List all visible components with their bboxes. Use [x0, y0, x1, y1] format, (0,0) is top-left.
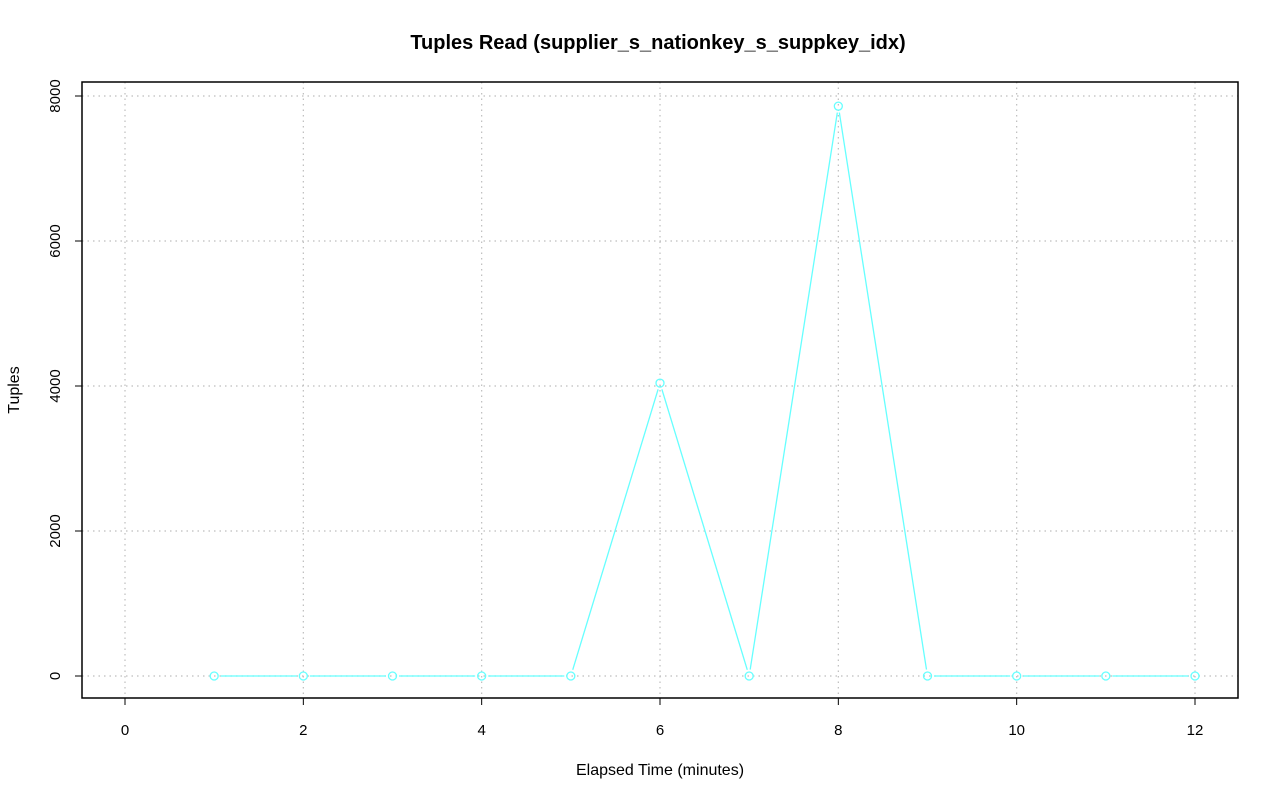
grid: [82, 82, 1238, 698]
x-axis-label: Elapsed Time (minutes): [576, 762, 744, 779]
data-point: [477, 671, 487, 681]
y-tick-label: 6000: [47, 224, 64, 257]
x-tick-label: 8: [834, 722, 842, 739]
chart-title: Tuples Read (supplier_s_nationkey_s_supp…: [410, 32, 905, 54]
y-tick-label: 0: [47, 672, 64, 680]
data-point: [833, 101, 843, 111]
x-tick-label: 10: [1008, 722, 1025, 739]
x-tick-label: 6: [656, 722, 664, 739]
x-tick-label: 0: [121, 722, 129, 739]
series-line-segment: [661, 389, 748, 670]
data-point: [1190, 671, 1200, 681]
data-point: [655, 378, 665, 388]
data-point: [209, 671, 219, 681]
series-line-segment: [838, 112, 928, 670]
data-point: [387, 671, 398, 681]
data-point: [566, 671, 576, 681]
data-point: [744, 671, 754, 681]
y-axis-label: Tuples: [6, 366, 23, 413]
y-axis: 0 2000 4000 6000 8000: [47, 79, 82, 680]
data-point: [1012, 671, 1022, 681]
data-series: [209, 101, 1200, 681]
data-point: [922, 671, 933, 681]
data-point: [1101, 671, 1111, 681]
series-line-segment: [749, 112, 838, 670]
y-tick-label: 8000: [47, 79, 64, 112]
series-line-segment: [572, 389, 659, 670]
x-axis: 0 2 4 6 8 10 12: [121, 698, 1204, 739]
y-tick-label: 4000: [47, 369, 64, 402]
x-tick-label: 2: [299, 722, 307, 739]
x-tick-label: 4: [477, 722, 485, 739]
x-tick-label: 12: [1187, 722, 1204, 739]
data-point: [298, 671, 308, 681]
y-tick-label: 2000: [47, 514, 64, 547]
